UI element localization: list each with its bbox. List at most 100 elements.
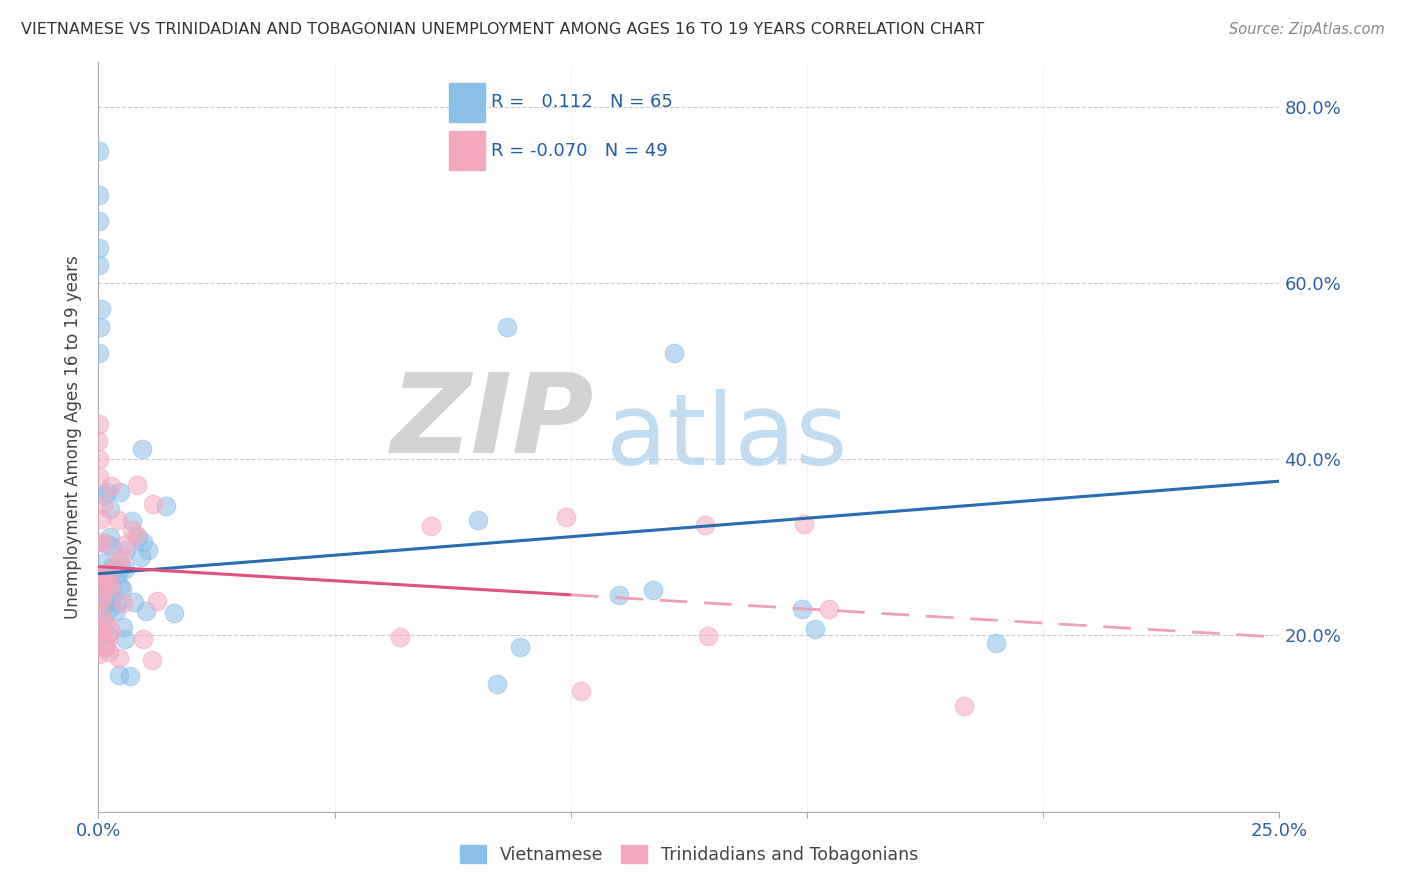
Point (108, 668, 131, 682)
Point (93, 581, 115, 595)
Point (87, 144, 110, 158)
Point (419, 519, 441, 533)
Point (120, 669, 142, 683)
Point (486, 676, 509, 690)
Point (793, 517, 815, 532)
Point (89, 214, 111, 228)
Point (569, 684, 592, 698)
Point (89, 241, 111, 255)
Point (90, 512, 112, 526)
Point (98, 580, 121, 594)
Point (90, 302, 112, 317)
Point (94, 591, 117, 605)
Point (952, 698, 974, 713)
Point (695, 518, 717, 533)
Point (97, 596, 120, 610)
Point (100, 539, 122, 553)
Point (97, 629, 120, 643)
Point (90, 609, 112, 624)
Point (87, 434, 110, 449)
Point (96, 484, 118, 499)
Legend: Vietnamese, Trinidadians and Tobagonians: Vietnamese, Trinidadians and Tobagonians (453, 838, 925, 871)
Point (111, 620, 134, 634)
Point (89, 535, 111, 549)
Point (91, 578, 114, 592)
Point (122, 595, 145, 609)
Point (110, 561, 132, 575)
Point (115, 537, 138, 551)
Point (100, 579, 122, 593)
Point (111, 549, 134, 564)
Point (155, 499, 177, 513)
Point (89, 346, 111, 360)
Point (121, 514, 143, 528)
Point (89, 623, 111, 637)
Point (91, 625, 114, 640)
Point (100, 590, 122, 604)
Point (467, 513, 489, 527)
Point (87, 647, 110, 661)
Bar (449, 131, 485, 170)
Point (818, 601, 841, 615)
Text: atlas: atlas (606, 389, 848, 485)
Point (555, 510, 578, 524)
Point (388, 630, 411, 644)
Point (127, 530, 149, 544)
Point (96, 537, 118, 551)
Point (127, 478, 149, 492)
Point (107, 513, 129, 527)
Point (90, 585, 112, 599)
Point (804, 622, 827, 636)
Point (93, 488, 115, 502)
Text: VIETNAMESE VS TRINIDADIAN AND TOBAGONIAN UNEMPLOYMENT AMONG AGES 16 TO 19 YEARS : VIETNAMESE VS TRINIDADIAN AND TOBAGONIAN… (21, 22, 984, 37)
Text: ZIP: ZIP (391, 368, 595, 475)
Point (87, 258, 110, 272)
Point (509, 640, 531, 654)
Point (98, 530, 121, 544)
Text: R =   0.112   N = 65: R = 0.112 N = 65 (491, 94, 673, 112)
Point (98, 600, 121, 615)
Point (91, 498, 114, 512)
Point (696, 629, 718, 643)
Point (146, 594, 169, 608)
Point (96, 626, 118, 640)
Point (98, 566, 121, 580)
Point (96, 639, 118, 653)
Point (105, 567, 128, 582)
Point (90, 593, 112, 607)
Point (142, 497, 165, 511)
Point (124, 528, 146, 542)
Point (110, 485, 132, 500)
Point (121, 523, 143, 537)
Point (90, 569, 112, 583)
Point (87, 469, 110, 483)
Point (108, 651, 131, 665)
Point (163, 606, 186, 620)
Point (114, 632, 136, 646)
Point (93, 535, 115, 549)
Point (91, 624, 114, 638)
Y-axis label: Unemployment Among Ages 16 to 19 years: Unemployment Among Ages 16 to 19 years (65, 255, 83, 619)
Point (111, 582, 134, 596)
Text: Source: ZipAtlas.com: Source: ZipAtlas.com (1229, 22, 1385, 37)
Point (93, 556, 115, 570)
Point (138, 543, 160, 558)
Point (104, 604, 127, 618)
Point (97, 570, 120, 584)
Point (91, 570, 114, 584)
Point (100, 624, 122, 638)
Point (94, 637, 117, 651)
Point (131, 442, 153, 456)
Text: R = -0.070   N = 49: R = -0.070 N = 49 (491, 142, 668, 160)
Point (101, 560, 124, 574)
Point (97, 579, 120, 593)
Point (93, 615, 115, 630)
Point (89, 319, 111, 334)
Point (107, 553, 129, 567)
Point (87, 417, 110, 431)
Point (91, 591, 114, 606)
Point (641, 583, 664, 598)
Bar (449, 83, 485, 122)
Point (111, 596, 134, 610)
Point (986, 636, 1008, 650)
